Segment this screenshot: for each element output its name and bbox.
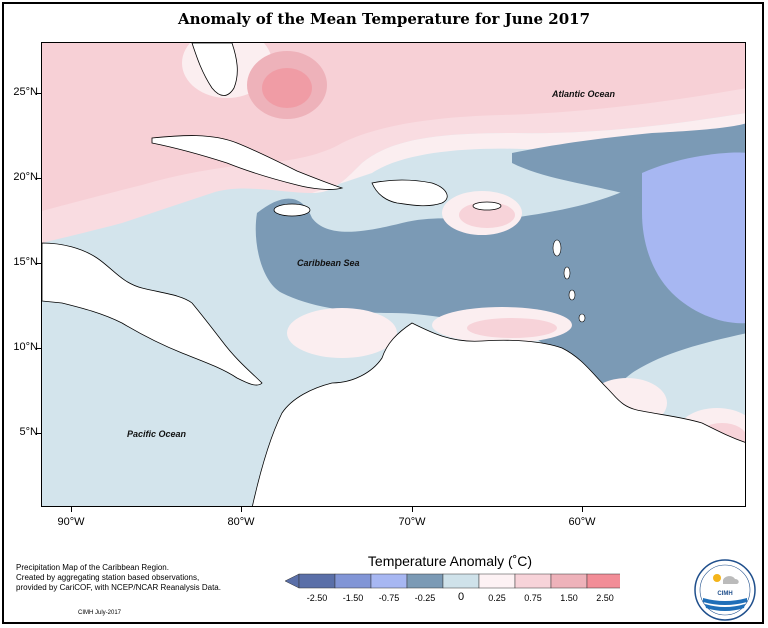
cimh-logo: CIMH [694,559,756,621]
lat-label-20: 20°N [13,171,38,183]
label-caribbean-sea: Caribbean Sea [297,258,360,268]
legend-colorbar [285,573,620,589]
florida [191,43,238,96]
logo-text: CIMH [717,591,732,597]
legend-swatch-3 [406,573,444,589]
label-atlantic-ocean: Atlantic Ocean [552,89,616,99]
label-pacific-ocean: Pacific Ocean [127,429,187,439]
legend-tick-label: 2.50 [596,593,614,603]
footnote: Precipitation Map of the Caribbean Regio… [16,563,221,593]
credit: CIMH July-2017 [78,610,122,616]
legend-arrow-low [285,573,300,589]
map-title: Anomaly of the Mean Temperature for June… [177,10,591,28]
legend-swatch-6 [514,573,552,589]
lesser-antilles [552,239,586,323]
legend-tick-label: -2.50 [306,593,328,603]
lat-label-10: 10°N [13,341,38,353]
legend-swatch-1 [334,573,372,589]
legend-swatch-2 [370,573,408,589]
sun-icon [713,574,721,582]
jamaica [273,203,311,217]
wave-icon [703,598,747,605]
lat-label-25: 25°N [13,86,38,98]
lon-label-70: 70°W [398,516,426,528]
footnote-line-3: provided by CariCOF, with NCEP/NCAR Rean… [16,583,221,592]
legend-swatch-8 [586,573,620,589]
footnote-line-2: Created by aggregating station based obs… [16,573,200,582]
cuba [151,135,344,190]
periwinkle-patch [642,152,745,324]
lon-label-90: 90°W [57,516,85,528]
legend-tick-label: -0.25 [414,593,436,603]
legend-swatch-0 [298,573,336,589]
legend-title: Temperature Anomaly (˚C) [367,553,533,569]
anomaly-map: Atlantic Ocean Caribbean Sea Pacific Oce… [41,42,746,507]
legend-tick-label: -1.50 [342,593,364,603]
lon-label-80: 80°W [227,516,255,528]
legend-swatch-7 [550,573,588,589]
cloud-icon [723,576,739,584]
map-svg [42,43,745,506]
puerto-rico [472,201,502,211]
legend-tick-label: 0 [457,591,465,603]
south-america [252,322,745,506]
lon-label-60: 60°W [568,516,596,528]
legend-tick-label: 0.25 [488,593,506,603]
legend-swatch-5 [478,573,516,589]
cool-caribbean [255,143,745,423]
pale-band [312,113,745,193]
legend-tick-label: -0.75 [378,593,400,603]
hispaniola [371,179,448,207]
legend-tick-label: 1.50 [560,593,578,603]
footnote-line-1: Precipitation Map of the Caribbean Regio… [16,563,169,572]
central-america [42,242,263,386]
legend-tick-label: 0.75 [524,593,542,603]
lat-label-15: 15°N [13,256,38,268]
lat-label-5: 5°N [19,426,38,438]
legend-swatch-4 [442,573,480,589]
